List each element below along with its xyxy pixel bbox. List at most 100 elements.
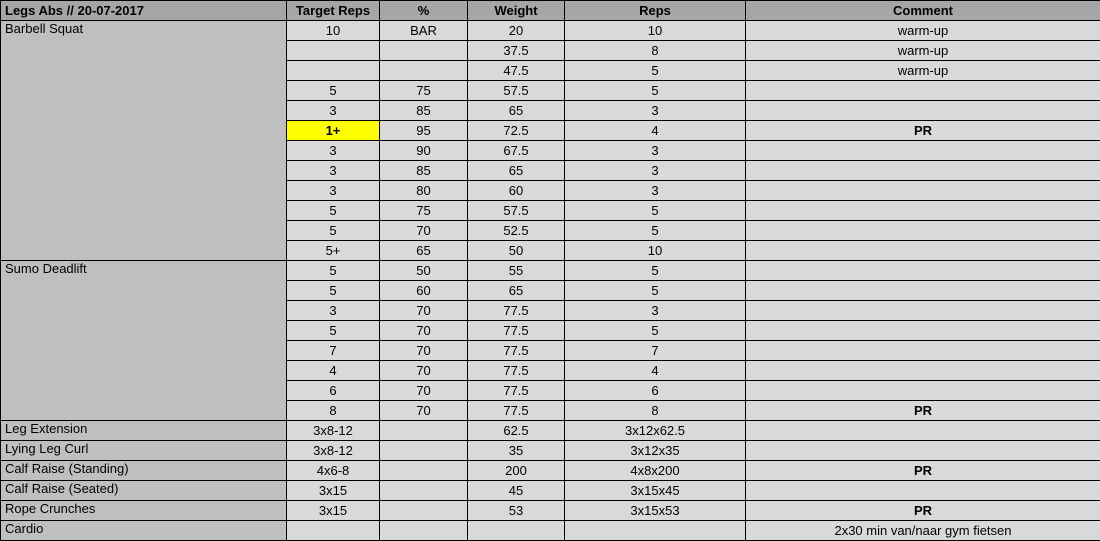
comment-cell[interactable]: PR bbox=[745, 120, 1100, 141]
weight-cell[interactable]: 77.5 bbox=[467, 300, 565, 321]
percent-cell[interactable] bbox=[379, 480, 468, 501]
target-reps-cell[interactable]: 3 bbox=[286, 180, 380, 201]
comment-cell[interactable] bbox=[745, 200, 1100, 221]
comment-cell[interactable]: 2x30 min van/naar gym fietsen bbox=[745, 520, 1100, 541]
comment-cell[interactable] bbox=[745, 180, 1100, 201]
weight-cell[interactable]: 77.5 bbox=[467, 320, 565, 341]
column-header-reps[interactable]: Reps bbox=[564, 0, 746, 21]
percent-cell[interactable]: 60 bbox=[379, 280, 468, 301]
reps-cell[interactable]: 3 bbox=[564, 100, 746, 121]
comment-cell[interactable] bbox=[745, 420, 1100, 441]
exercise-name-cell[interactable]: Barbell Squat bbox=[0, 20, 287, 261]
column-header-percent[interactable]: % bbox=[379, 0, 468, 21]
reps-cell[interactable]: 4 bbox=[564, 360, 746, 381]
percent-cell[interactable]: BAR bbox=[379, 20, 468, 41]
reps-cell[interactable]: 5 bbox=[564, 220, 746, 241]
target-reps-cell[interactable]: 6 bbox=[286, 380, 380, 401]
target-reps-cell[interactable]: 5 bbox=[286, 80, 380, 101]
exercise-name-cell[interactable]: Lying Leg Curl bbox=[0, 440, 287, 461]
comment-cell[interactable]: PR bbox=[745, 400, 1100, 421]
percent-cell[interactable] bbox=[379, 500, 468, 521]
exercise-name-cell[interactable]: Rope Crunches bbox=[0, 500, 287, 521]
comment-cell[interactable] bbox=[745, 360, 1100, 381]
target-reps-cell[interactable]: 3x8-12 bbox=[286, 440, 380, 461]
weight-cell[interactable] bbox=[467, 520, 565, 541]
percent-cell[interactable]: 95 bbox=[379, 120, 468, 141]
reps-cell[interactable]: 8 bbox=[564, 40, 746, 61]
percent-cell[interactable]: 50 bbox=[379, 260, 468, 281]
column-header-target-reps[interactable]: Target Reps bbox=[286, 0, 380, 21]
reps-cell[interactable]: 3x12x62.5 bbox=[564, 420, 746, 441]
percent-cell[interactable]: 70 bbox=[379, 300, 468, 321]
percent-cell[interactable] bbox=[379, 440, 468, 461]
weight-cell[interactable]: 35 bbox=[467, 440, 565, 461]
target-reps-cell[interactable]: 3x8-12 bbox=[286, 420, 380, 441]
reps-cell[interactable]: 7 bbox=[564, 340, 746, 361]
percent-cell[interactable]: 70 bbox=[379, 360, 468, 381]
reps-cell[interactable]: 5 bbox=[564, 260, 746, 281]
weight-cell[interactable]: 45 bbox=[467, 480, 565, 501]
comment-cell[interactable]: warm-up bbox=[745, 60, 1100, 81]
target-reps-cell[interactable] bbox=[286, 60, 380, 81]
reps-cell[interactable]: 4 bbox=[564, 120, 746, 141]
comment-cell[interactable] bbox=[745, 320, 1100, 341]
column-header-comment[interactable]: Comment bbox=[745, 0, 1100, 21]
reps-cell[interactable]: 10 bbox=[564, 20, 746, 41]
comment-cell[interactable]: warm-up bbox=[745, 20, 1100, 41]
weight-cell[interactable]: 57.5 bbox=[467, 80, 565, 101]
session-title-cell[interactable]: Legs Abs // 20-07-2017 bbox=[0, 0, 287, 21]
weight-cell[interactable]: 77.5 bbox=[467, 400, 565, 421]
reps-cell[interactable]: 8 bbox=[564, 400, 746, 421]
exercise-name-cell[interactable]: Cardio bbox=[0, 520, 287, 541]
reps-cell[interactable]: 5 bbox=[564, 280, 746, 301]
weight-cell[interactable]: 77.5 bbox=[467, 380, 565, 401]
target-reps-cell[interactable] bbox=[286, 520, 380, 541]
percent-cell[interactable]: 90 bbox=[379, 140, 468, 161]
reps-cell[interactable]: 3x12x35 bbox=[564, 440, 746, 461]
percent-cell[interactable]: 85 bbox=[379, 100, 468, 121]
target-reps-cell[interactable]: 1+ bbox=[286, 120, 380, 141]
target-reps-cell[interactable]: 3 bbox=[286, 300, 380, 321]
target-reps-cell[interactable]: 8 bbox=[286, 400, 380, 421]
weight-cell[interactable]: 65 bbox=[467, 160, 565, 181]
comment-cell[interactable] bbox=[745, 340, 1100, 361]
weight-cell[interactable]: 53 bbox=[467, 500, 565, 521]
comment-cell[interactable] bbox=[745, 160, 1100, 181]
comment-cell[interactable] bbox=[745, 480, 1100, 501]
comment-cell[interactable] bbox=[745, 280, 1100, 301]
target-reps-cell[interactable]: 3x15 bbox=[286, 500, 380, 521]
weight-cell[interactable]: 47.5 bbox=[467, 60, 565, 81]
percent-cell[interactable]: 85 bbox=[379, 160, 468, 181]
reps-cell[interactable]: 3 bbox=[564, 140, 746, 161]
percent-cell[interactable] bbox=[379, 460, 468, 481]
comment-cell[interactable] bbox=[745, 260, 1100, 281]
target-reps-cell[interactable]: 3 bbox=[286, 140, 380, 161]
reps-cell[interactable]: 3x15x53 bbox=[564, 500, 746, 521]
weight-cell[interactable]: 200 bbox=[467, 460, 565, 481]
weight-cell[interactable]: 77.5 bbox=[467, 340, 565, 361]
target-reps-cell[interactable]: 3 bbox=[286, 100, 380, 121]
comment-cell[interactable] bbox=[745, 220, 1100, 241]
comment-cell[interactable]: PR bbox=[745, 460, 1100, 481]
reps-cell[interactable]: 10 bbox=[564, 240, 746, 261]
weight-cell[interactable]: 52.5 bbox=[467, 220, 565, 241]
target-reps-cell[interactable]: 5 bbox=[286, 200, 380, 221]
reps-cell[interactable]: 4x8x200 bbox=[564, 460, 746, 481]
reps-cell[interactable]: 5 bbox=[564, 60, 746, 81]
percent-cell[interactable]: 70 bbox=[379, 320, 468, 341]
reps-cell[interactable]: 5 bbox=[564, 200, 746, 221]
exercise-name-cell[interactable]: Calf Raise (Seated) bbox=[0, 480, 287, 501]
target-reps-cell[interactable]: 5 bbox=[286, 320, 380, 341]
weight-cell[interactable]: 57.5 bbox=[467, 200, 565, 221]
comment-cell[interactable] bbox=[745, 80, 1100, 101]
target-reps-cell[interactable]: 5 bbox=[286, 280, 380, 301]
weight-cell[interactable]: 62.5 bbox=[467, 420, 565, 441]
weight-cell[interactable]: 55 bbox=[467, 260, 565, 281]
reps-cell[interactable]: 3 bbox=[564, 180, 746, 201]
target-reps-cell[interactable]: 4x6-8 bbox=[286, 460, 380, 481]
comment-cell[interactable]: PR bbox=[745, 500, 1100, 521]
target-reps-cell[interactable]: 4 bbox=[286, 360, 380, 381]
target-reps-cell[interactable]: 3 bbox=[286, 160, 380, 181]
reps-cell[interactable]: 5 bbox=[564, 80, 746, 101]
weight-cell[interactable]: 20 bbox=[467, 20, 565, 41]
